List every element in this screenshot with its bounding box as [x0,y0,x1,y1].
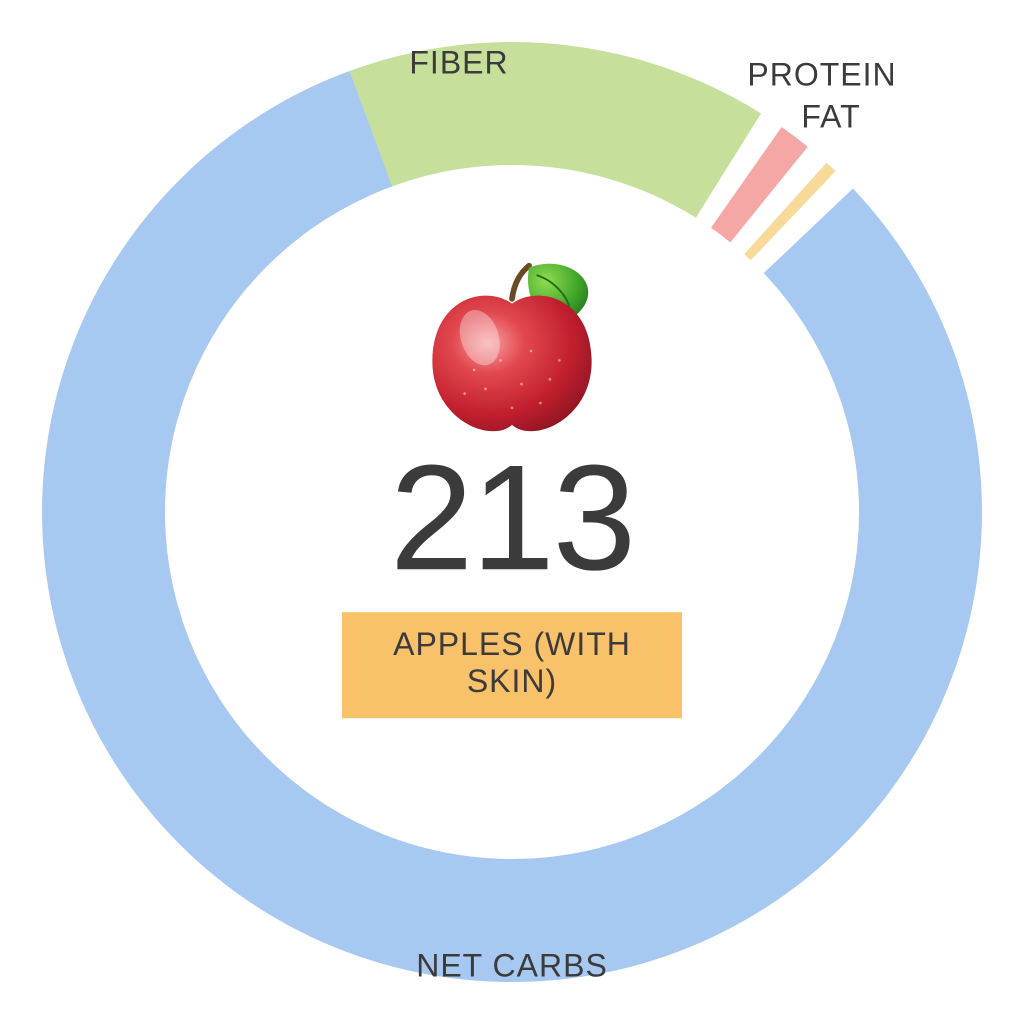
apple-icon [417,256,607,436]
label-protein: PROTEIN [747,57,896,94]
label-fiber: FIBER [409,45,508,82]
label-fat: FAT [801,99,860,136]
nutrition-donut-chart: FIBER PROTEIN FAT NET CARBS [0,0,1024,1024]
food-name-badge: APPLES (WITH SKIN) [342,612,682,718]
label-net-carbs: NET CARBS [416,948,608,985]
calorie-number: 213 [390,442,634,592]
center-content: 213 APPLES (WITH SKIN) [252,306,772,718]
